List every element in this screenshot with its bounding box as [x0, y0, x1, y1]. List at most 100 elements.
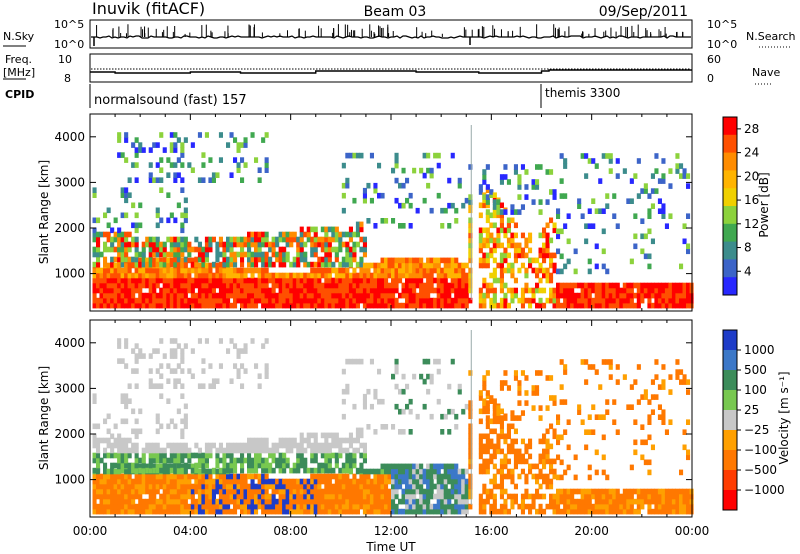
power-cell: [440, 277, 445, 284]
power-cell: [190, 257, 195, 264]
power-cell: [513, 252, 518, 259]
velocity-cell: [443, 468, 448, 475]
velocity-cell: [584, 444, 589, 451]
power-cell: [559, 292, 564, 299]
power-cell: [535, 272, 540, 279]
power-cell: [387, 282, 392, 289]
velocity-cell: [334, 462, 339, 469]
power-cell: [229, 282, 234, 289]
velocity-cell: [640, 503, 645, 510]
power-cell: [117, 302, 122, 309]
velocity-cell: [201, 488, 206, 495]
velocity-cell: [103, 447, 108, 454]
velocity-cell: [485, 408, 490, 415]
velocity-cell: [436, 483, 441, 490]
power-cell: [626, 297, 631, 304]
power-cell: [538, 252, 543, 259]
power-cell: [233, 137, 238, 143]
velocity-cell: [552, 503, 557, 510]
power-cell: [359, 297, 364, 304]
power-cell: [499, 272, 504, 279]
velocity-cell: [275, 442, 280, 449]
velocity-cell: [285, 493, 290, 500]
power-cell: [622, 282, 627, 289]
power-cell: [313, 302, 318, 309]
power-cell: [608, 297, 613, 304]
velocity-cell: [510, 443, 515, 450]
power-cell: [127, 302, 132, 309]
velocity-cell: [124, 503, 129, 510]
velocity-cell: [668, 508, 673, 515]
velocity-cell: [457, 498, 462, 505]
power-cell: [535, 179, 540, 185]
velocity-cell: [183, 423, 188, 430]
power-cell: [563, 193, 568, 199]
velocity-cell: [306, 483, 311, 490]
velocity-cell: [138, 498, 143, 505]
velocity-cell: [211, 383, 216, 389]
velocity-cell: [362, 508, 367, 515]
power-cell: [348, 282, 353, 289]
power-cell: [345, 297, 350, 304]
power-cell: [268, 256, 273, 263]
velocity-cell: [124, 468, 129, 475]
velocity-cell: [324, 488, 329, 495]
power-cell: [110, 277, 115, 284]
velocity-cell: [499, 448, 504, 455]
y-tick-label: 2000: [54, 221, 85, 235]
velocity-cell: [594, 503, 599, 510]
velocity-cell: [464, 488, 469, 495]
power-cell: [359, 277, 364, 284]
velocity-cell: [682, 488, 687, 495]
velocity-cell: [496, 405, 501, 411]
power-cell: [528, 287, 533, 294]
power-cell: [485, 232, 490, 239]
velocity-cell: [243, 483, 248, 490]
velocity-cell: [106, 498, 111, 505]
velocity-cell: [422, 498, 427, 505]
velocity-cell: [310, 503, 315, 510]
power-cell: [92, 261, 97, 268]
velocity-cell: [566, 419, 571, 425]
power-cell: [433, 302, 438, 309]
velocity-cell: [236, 457, 241, 464]
power-cell: [254, 236, 259, 243]
power-cell: [440, 302, 445, 309]
velocity-cell: [127, 508, 132, 515]
power-cell: [110, 236, 115, 243]
power-cell: [436, 272, 441, 279]
power-cell: [324, 267, 329, 274]
velocity-cell: [482, 443, 487, 450]
velocity-cell: [271, 483, 276, 490]
power-cell: [306, 292, 311, 299]
velocity-cell: [155, 503, 160, 510]
velocity-cell: [240, 467, 245, 474]
power-cell: [594, 208, 599, 214]
velocity-cell: [120, 418, 125, 425]
velocity-cell: [169, 483, 174, 490]
power-cell: [419, 262, 424, 269]
power-cell: [482, 257, 487, 264]
velocity-cell: [247, 508, 252, 515]
velocity-cell: [334, 452, 339, 459]
power-cell: [369, 197, 374, 204]
velocity-cell: [96, 473, 101, 480]
velocity-cell: [535, 478, 540, 485]
velocity-cell: [324, 442, 329, 449]
power-cell: [292, 282, 297, 289]
velocity-cell: [183, 462, 188, 469]
power-cell: [461, 202, 466, 209]
velocity-cell: [148, 467, 153, 474]
power-cell: [380, 218, 385, 224]
power-cell: [204, 246, 209, 253]
velocity-cell: [384, 498, 389, 505]
power-cell: [440, 267, 445, 274]
freq-panel: Freq. [MHz] 10 8 60 0 Nave: [3, 53, 780, 85]
power-cell: [647, 302, 652, 309]
velocity-cell: [380, 478, 385, 485]
power-cell: [299, 297, 304, 304]
velocity-cell: [268, 503, 273, 510]
power-cell: [134, 246, 139, 253]
power-cell: [538, 297, 543, 304]
velocity-cell: [131, 503, 136, 510]
